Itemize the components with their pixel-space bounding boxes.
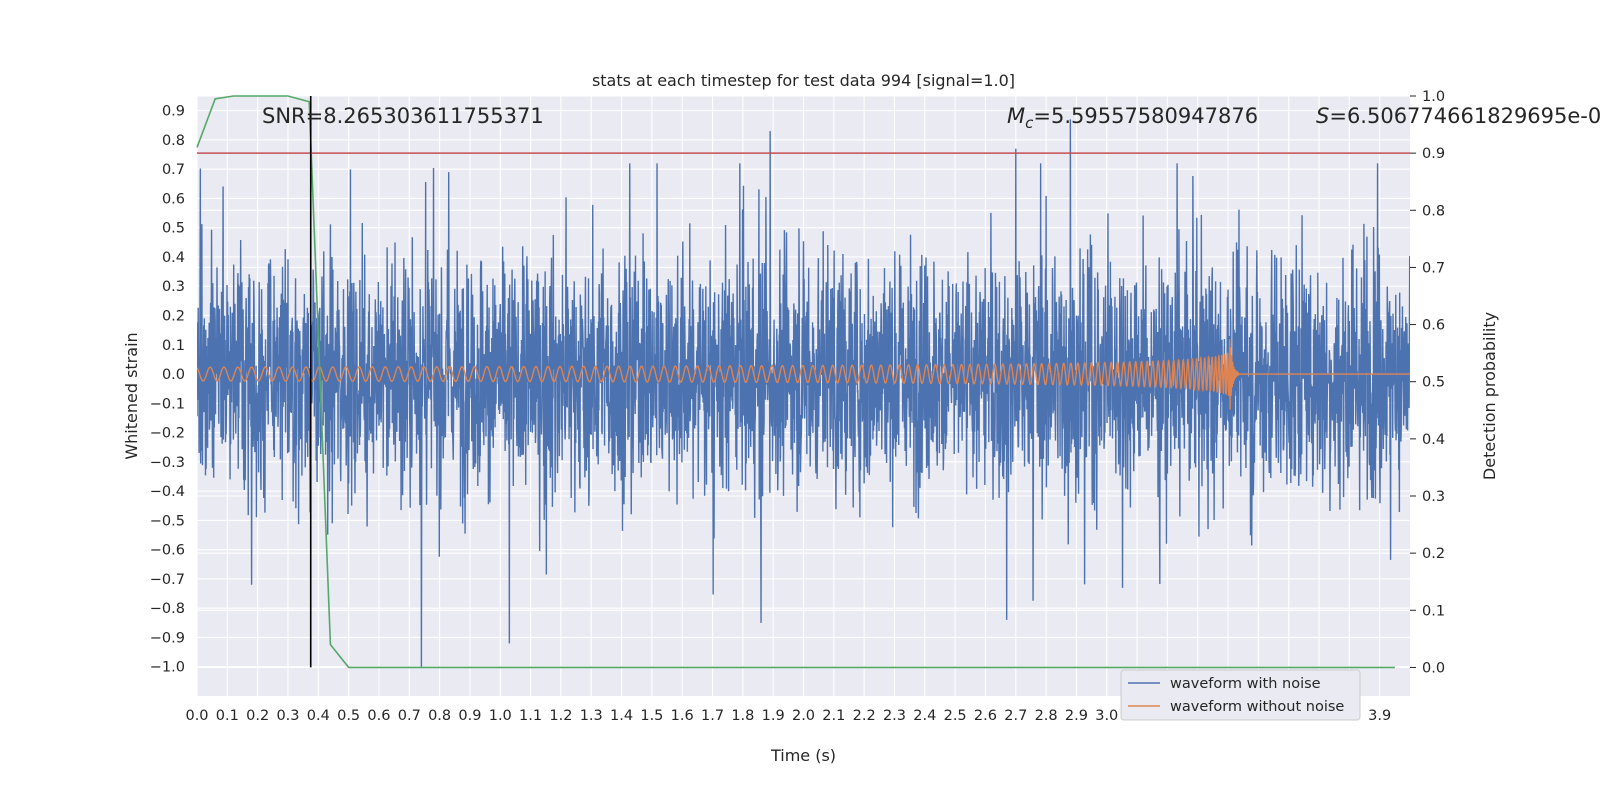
snr-annotation: SNR=8.265303611755371: [262, 104, 544, 128]
x-tick-label: 0.3: [276, 708, 299, 724]
y-tick-label: 0.5: [162, 221, 185, 237]
x-tick-label: 2.6: [974, 708, 997, 724]
x-tick-label: 1.9: [762, 708, 785, 724]
y2-axis-label: Detection probability: [1480, 312, 1499, 480]
y-tick-label: 0.2: [162, 309, 185, 325]
x-tick-label: 2.3: [883, 708, 906, 724]
x-tick-label: 2.4: [913, 708, 936, 724]
mc-value: =5.59557580947876: [1033, 104, 1258, 128]
x-tick-label: 0.2: [246, 708, 269, 724]
mc-annotation: Mc=5.59557580947876: [1007, 104, 1258, 132]
y-axis-label: Whitened strain: [122, 332, 141, 459]
x-tick-label: 0.5: [337, 708, 360, 724]
chart-title: stats at each timestep for test data 994…: [592, 71, 1015, 90]
x-tick-label: 2.2: [853, 708, 876, 724]
x-tick-label: 1.4: [610, 708, 633, 724]
x-tick-label: 0.8: [428, 708, 451, 724]
y-tick-label: −1.0: [150, 660, 185, 676]
legend-entry: waveform with noise: [1170, 676, 1321, 692]
y-tick-label: 0.3: [162, 279, 185, 295]
x-tick-label: 1.2: [549, 708, 572, 724]
y-tick-label: 0.1: [162, 338, 185, 354]
x-tick-label: 2.7: [1004, 708, 1027, 724]
y-tick-label: −0.7: [150, 572, 185, 588]
y2-tick-label: 0.8: [1422, 203, 1445, 219]
x-tick-label: 1.7: [701, 708, 724, 724]
y2-tick-label: 1.0: [1422, 89, 1445, 105]
y-tick-label: −0.4: [150, 484, 185, 500]
y2-tick-label: 0.7: [1422, 260, 1445, 276]
x-tick-label: 2.5: [944, 708, 967, 724]
x-tick-label: 0.1: [216, 708, 239, 724]
y2-tick-label: 0.6: [1422, 318, 1445, 334]
x-axis-label: Time (s): [770, 746, 836, 765]
x-tick-label: 1.6: [671, 708, 694, 724]
x-tick-label: 1.0: [489, 708, 512, 724]
legend-box: [1120, 669, 1361, 721]
x-tick-label: 0.0: [185, 708, 208, 724]
mc-symbol: M: [1007, 104, 1025, 128]
y-tick-label: −0.8: [150, 601, 185, 617]
x-tick-label: 2.9: [1065, 708, 1088, 724]
y-tick-label: 0.7: [162, 162, 185, 178]
s-symbol: S: [1316, 104, 1329, 128]
y2-tick-label: 0.9: [1422, 146, 1445, 162]
x-tick-label: 0.9: [458, 708, 481, 724]
y-tick-label: −0.1: [150, 396, 185, 412]
y2-tick-label: 0.1: [1422, 603, 1445, 619]
y2-tick-label: 0.3: [1422, 489, 1445, 505]
x-tick-label: 2.1: [822, 708, 845, 724]
x-tick-label: 0.6: [367, 708, 390, 724]
y2-tick-label: 0.5: [1422, 375, 1445, 391]
x-tick-label: 1.1: [519, 708, 542, 724]
y2-tick-label: 0.4: [1422, 432, 1445, 448]
s-annotation: S=6.506774661829695e-0: [1316, 104, 1600, 128]
y-tick-label: −0.2: [150, 426, 185, 442]
legend: waveform with noise waveform without nois…: [1120, 669, 1361, 721]
y-tick-label: −0.6: [150, 543, 185, 559]
x-tick-label: 3.0: [1095, 708, 1118, 724]
series-waveform-without-noise: [197, 339, 1410, 410]
x-tick-label: 3.9: [1368, 708, 1391, 724]
mc-subscript: c: [1025, 114, 1034, 132]
y-tick-label: −0.5: [150, 513, 185, 529]
x-tick-label: 0.4: [307, 708, 330, 724]
x-tick-label: 0.7: [398, 708, 421, 724]
y2-tick-label: 0.2: [1422, 546, 1445, 562]
y-tick-label: 0.6: [162, 191, 185, 207]
x-tick-label: 2.0: [792, 708, 815, 724]
legend-entry: waveform without noise: [1170, 699, 1344, 715]
y-tick-label: 0.4: [162, 250, 185, 266]
x-tick-label: 1.3: [580, 708, 603, 724]
x-tick-label: 2.8: [1035, 708, 1058, 724]
x-tick-label: 1.5: [640, 708, 663, 724]
y-tick-label: 0.9: [162, 104, 185, 120]
y-tick-label: −0.3: [150, 455, 185, 471]
s-value: =6.506774661829695e-0: [1329, 104, 1600, 128]
y-tick-label: 0.8: [162, 133, 185, 149]
x-tick-label: 1.8: [731, 708, 754, 724]
y2-tick-label: 0.0: [1422, 660, 1445, 676]
series-detection-probability: [196, 95, 1395, 669]
y-tick-label: −0.9: [150, 630, 185, 646]
y-tick-label: 0.0: [162, 367, 185, 383]
